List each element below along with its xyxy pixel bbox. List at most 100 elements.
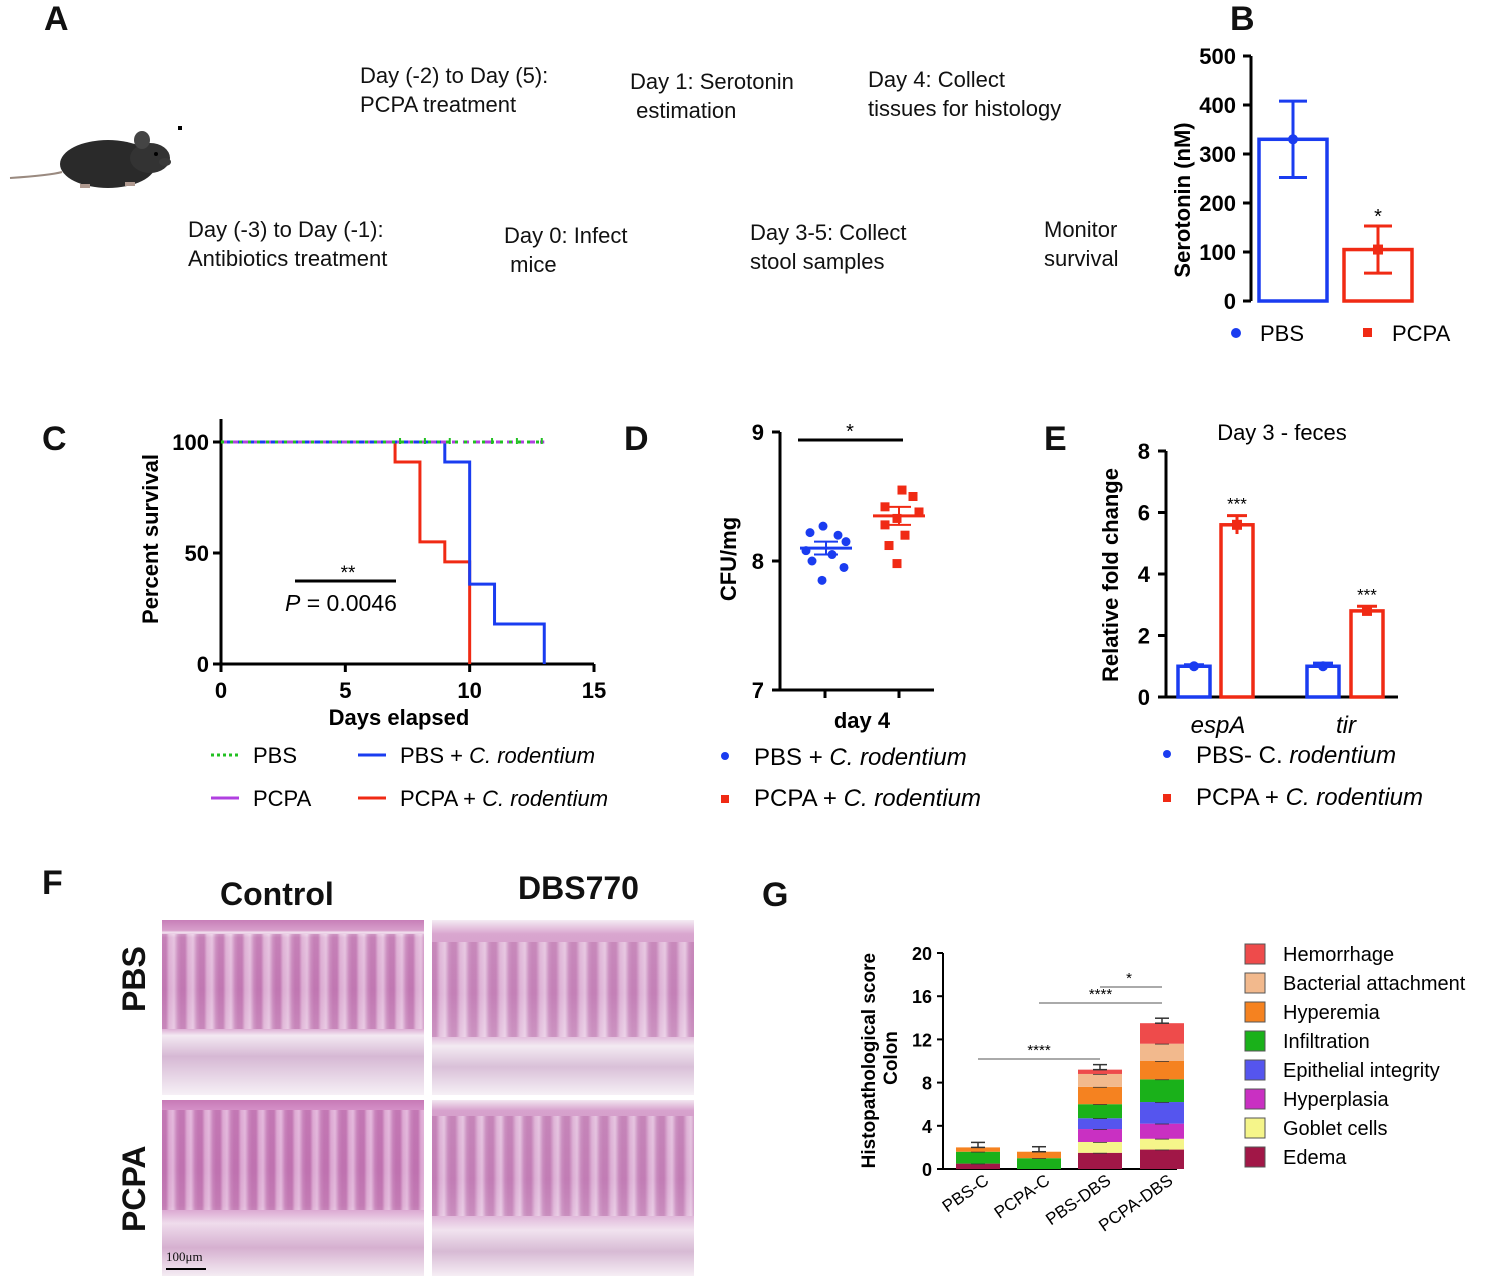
- chart-g-segment: [1140, 1138, 1184, 1150]
- chart-b-ytick-label: 100: [1199, 240, 1236, 265]
- chart-d-point: [897, 485, 907, 495]
- chart-e-ytick-label: 4: [1138, 562, 1151, 587]
- chart-g-segment: [1017, 1151, 1061, 1159]
- chart-e-legend-pcpa-prefix: PCPA +: [1196, 784, 1286, 811]
- timeline-survival: Monitor survival: [1044, 217, 1119, 271]
- chart-c-legend-pbs: PBS: [253, 743, 297, 768]
- chart-c-xlabel: Days elapsed: [329, 705, 470, 730]
- chart-d-legend-pcpa-marker: [721, 795, 729, 803]
- chart-d-significance: *: [846, 421, 854, 443]
- chart-c-legend-pcpa-cr: PCPA + C. rodentium: [400, 786, 608, 811]
- chart-d-legend-pbs-italic: C. rodentium: [829, 744, 966, 771]
- chart-e-point: [1189, 661, 1199, 672]
- chart-b-point: [1373, 244, 1383, 255]
- chart-d-point: [880, 520, 890, 530]
- chart-c-xtick-label: 15: [582, 678, 606, 703]
- chart-g-legend-swatch: [1244, 1059, 1266, 1081]
- chart-g-ylabel: Histopathological score Colon: [859, 948, 902, 1169]
- chart-d-legend-pcpa: PCPA + C. rodentium: [754, 785, 981, 812]
- chart-c-ylabel: Percent survival: [138, 454, 163, 624]
- chart-c-series-line: [221, 440, 472, 664]
- chart-g-segment: [956, 1151, 1000, 1164]
- chart-d-ytick-label: 7: [752, 678, 764, 703]
- chart-c-xtick-label: 5: [339, 678, 351, 703]
- chart-g-segment: [1017, 1158, 1061, 1169]
- chart-b-legend-pcpa: PCPA: [1392, 321, 1451, 346]
- chart-g-segment: [1140, 1079, 1184, 1103]
- chart-b-legend-pcpa-marker: [1363, 328, 1372, 337]
- chart-g-segment: [1078, 1142, 1122, 1153]
- chart-g-ylabel-line1: Histopathological score: [859, 953, 880, 1168]
- histology-col-dbs770: DBS770: [518, 870, 639, 906]
- chart-d-legend-pbs-marker: [721, 752, 729, 760]
- histology-row-pbs: PBS: [116, 946, 152, 1012]
- chart-d-legend-pcpa-italic: C. rodentium: [844, 785, 981, 812]
- chart-g-segment: [1140, 1061, 1184, 1080]
- chart-g-ytick-label: 4: [922, 1117, 932, 1137]
- chart-d-point: [839, 562, 849, 572]
- chart-e-cat-tir: tir: [1336, 712, 1357, 739]
- chart-b-ytick-label: 500: [1199, 44, 1236, 69]
- chart-g-segment: [1078, 1152, 1122, 1169]
- chart-g-legend-swatch: [1244, 1117, 1266, 1139]
- timeline-stool: Day 3-5: Collect stool samples: [750, 220, 907, 274]
- chart-e-legend-pbs-prefix: PBS- C.: [1196, 742, 1289, 769]
- chart-g-segment: [956, 1147, 1000, 1152]
- chart-g-legend-label: Hyperemia: [1283, 1002, 1381, 1024]
- chart-d-point: [833, 530, 843, 540]
- chart-c-significance: **: [341, 563, 356, 584]
- chart-d-point: [805, 528, 815, 538]
- chart-b-ytick-label: 200: [1199, 191, 1236, 216]
- chart-e-legend-pbs-marker: [1163, 750, 1171, 758]
- chart-e-significance: ***: [1357, 585, 1377, 604]
- chart-d-ytick-label: 8: [752, 549, 764, 574]
- chart-d-ytick-label: 9: [752, 420, 764, 445]
- chart-g-segment: [1078, 1118, 1122, 1130]
- chart-e-ytick-label: 2: [1138, 624, 1150, 649]
- timeline-pcpa: Day (-2) to Day (5): PCPA treatment: [360, 63, 549, 117]
- chart-c-ytick-label: 0: [197, 652, 209, 677]
- chart-g-legend-swatch: [1244, 943, 1266, 965]
- chart-d-point: [807, 556, 817, 566]
- chart-d-point: [900, 530, 910, 540]
- chart-e: Day 3 - feces Relative fold change 0 2 4 6 8…: [1098, 420, 1423, 811]
- chart-g-legend-label: Bacterial attachment: [1283, 973, 1466, 995]
- chart-g-xtick-label: PBS-C: [939, 1171, 992, 1216]
- chart-g-segment: [1078, 1073, 1122, 1087]
- histology-pcpa-dbs770: [432, 1100, 694, 1276]
- chart-b-ytick-label: 0: [1224, 289, 1236, 314]
- chart-e-ylabel: Relative fold change: [1098, 468, 1123, 682]
- chart-e-bar: [1219, 523, 1255, 699]
- chart-b: Serotonin (nM) 0 100 200 300 400 500 * PBS PC…: [1170, 44, 1451, 346]
- chart-g-segment: [1078, 1129, 1122, 1142]
- histology-row-pcpa: PCPA: [116, 1145, 152, 1232]
- chart-g-legend-label: Infiltration: [1283, 1031, 1370, 1053]
- chart-g-significance: *: [1126, 970, 1132, 987]
- chart-d-point: [914, 507, 924, 517]
- chart-d-point: [908, 492, 918, 501]
- chart-d-ylabel: CFU/mg: [716, 517, 741, 601]
- chart-d: CFU/mg 7 8 9 day 4 * PBS + C. rodentium PC…: [716, 420, 981, 812]
- chart-g-legend-swatch: [1244, 1146, 1266, 1168]
- chart-g-segment: [1140, 1023, 1184, 1044]
- chart-g-significance: ****: [1027, 1042, 1051, 1059]
- mouse-illustration: [9, 126, 182, 188]
- histology-pcpa-control: [162, 1100, 424, 1276]
- chart-b-ytick-label: 400: [1199, 93, 1236, 118]
- histology-pbs-dbs770: [432, 920, 694, 1095]
- chart-e-point: [1318, 661, 1328, 672]
- chart-c-p-symbol: P: [285, 590, 301, 616]
- chart-d-point: [892, 559, 902, 569]
- timeline-infect: Day 0: Infect mice: [504, 223, 628, 277]
- chart-g-legend-label: Edema: [1283, 1147, 1347, 1169]
- chart-e-ytick-label: 6: [1138, 501, 1150, 526]
- chart-d-point: [892, 513, 902, 523]
- chart-e-legend-pcpa-italic: C. rodentium: [1286, 784, 1423, 811]
- panel-label-c: C: [42, 420, 67, 458]
- chart-d-xlabel: day 4: [834, 708, 891, 733]
- chart-e-legend-pbs: PBS- C. rodentium: [1196, 742, 1396, 769]
- chart-g-ytick-label: 0: [922, 1160, 932, 1180]
- timeline-serotonin: Day 1: Serotonin estimation: [630, 69, 794, 123]
- chart-e-bar: [1349, 609, 1385, 699]
- chart-g-ytick-label: 16: [912, 987, 932, 1007]
